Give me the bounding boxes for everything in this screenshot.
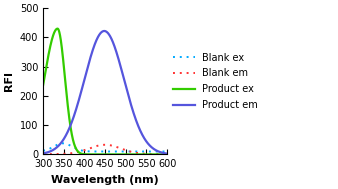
Product em (47, 151, 51, 153)
Blank em (165, 153, 169, 155)
Product ex (162, 153, 166, 156)
Product ex (101, 153, 105, 156)
Product em (98, 33, 102, 35)
Blank em (139, 152, 143, 155)
X-axis label: Wavelength (nm): Wavelength (nm) (51, 175, 159, 185)
Blank em (98, 144, 102, 146)
Blank em (103, 144, 107, 146)
Product ex (139, 153, 143, 156)
Blank em (101, 144, 105, 146)
Blank em (162, 153, 166, 155)
Blank ex (140, 150, 144, 153)
Blank em (162, 153, 166, 155)
Product em (139, 131, 143, 133)
Product em (165, 153, 169, 155)
Product em (101, 30, 105, 32)
Blank em (41, 153, 45, 155)
Blank ex (162, 150, 166, 153)
Line: Blank em: Blank em (43, 145, 167, 154)
Product ex (41, 84, 45, 86)
Product ex (47, 49, 51, 51)
Product em (162, 152, 166, 154)
Line: Product ex: Product ex (43, 29, 167, 154)
Blank ex (41, 150, 45, 152)
Legend: Blank ex, Blank em, Product ex, Product em: Blank ex, Blank em, Product ex, Product … (173, 53, 258, 110)
Line: Blank ex: Blank ex (43, 143, 167, 152)
Blank ex (98, 150, 102, 153)
Blank ex (165, 150, 169, 153)
Product ex (162, 153, 166, 156)
Blank em (47, 153, 51, 155)
Blank ex (139, 150, 143, 153)
Product ex (98, 153, 102, 156)
Product ex (165, 153, 169, 156)
Product em (102, 30, 106, 32)
Product ex (55, 28, 59, 30)
Product em (162, 152, 166, 154)
Line: Product em: Product em (43, 31, 167, 154)
Blank ex (47, 148, 51, 150)
Blank ex (61, 142, 65, 144)
Blank ex (162, 150, 166, 153)
Blank ex (101, 150, 105, 153)
Product em (41, 152, 45, 154)
Y-axis label: RFI: RFI (4, 71, 14, 91)
